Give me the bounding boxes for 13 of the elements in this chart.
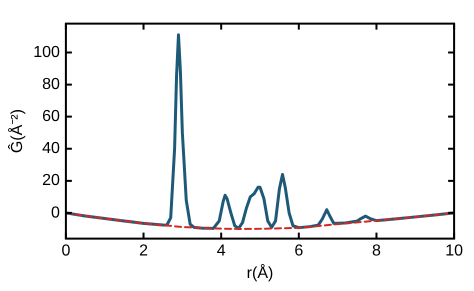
y-tick-label: 100 (33, 44, 60, 61)
x-axis-title: r(Å) (246, 264, 274, 282)
y-tick-label: 20 (42, 172, 60, 190)
y-axis-title: Ĝ(Å⁻²) (8, 109, 26, 154)
y-tick-label: 0 (50, 204, 60, 222)
x-tick-label: 8 (372, 242, 382, 260)
x-tick-label: 4 (216, 242, 226, 260)
y-tick-label: 40 (42, 140, 60, 158)
x-tick-label: 6 (294, 242, 304, 260)
x-tick-label: 2 (139, 242, 148, 260)
x-tick-label: 10 (445, 242, 464, 260)
y-tick-label: 60 (42, 108, 60, 126)
y-tick-label: 80 (42, 76, 60, 93)
